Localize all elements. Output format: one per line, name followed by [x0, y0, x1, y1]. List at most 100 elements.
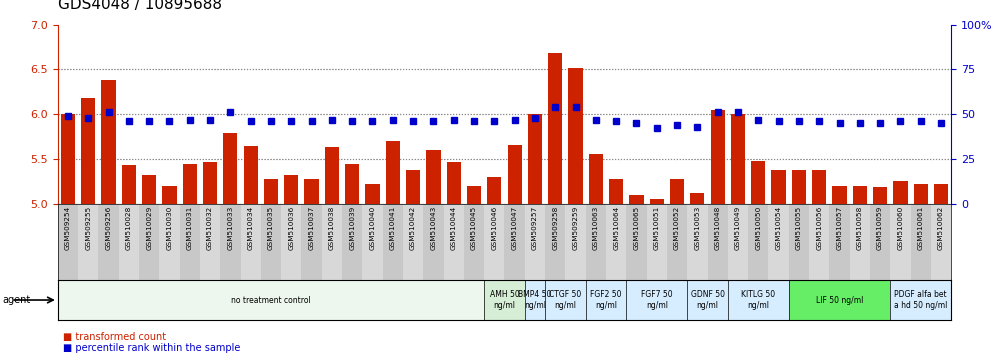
Bar — [789, 280, 890, 320]
Bar — [833, 185, 847, 204]
Text: GSM509257: GSM509257 — [532, 206, 538, 250]
Text: KITLG 50
ng/ml: KITLG 50 ng/ml — [741, 290, 775, 310]
Bar — [487, 177, 501, 204]
Bar — [606, 204, 626, 280]
Bar — [119, 204, 139, 280]
Bar — [525, 280, 545, 320]
Bar — [139, 204, 159, 280]
Bar — [443, 204, 464, 280]
Text: FGF2 50
ng/ml: FGF2 50 ng/ml — [591, 290, 622, 310]
Text: GSM510053: GSM510053 — [694, 206, 700, 250]
Bar — [890, 280, 951, 320]
Bar — [159, 204, 179, 280]
Bar — [467, 185, 481, 204]
Text: GSM510029: GSM510029 — [146, 206, 152, 250]
Bar — [931, 204, 951, 280]
Text: GSM510040: GSM510040 — [370, 206, 375, 250]
Bar — [525, 204, 545, 280]
Bar — [363, 204, 382, 280]
Text: GSM509255: GSM509255 — [86, 206, 92, 250]
Bar — [853, 185, 867, 204]
Text: LIF 50 ng/ml: LIF 50 ng/ml — [816, 296, 864, 304]
Text: ■ transformed count: ■ transformed count — [63, 332, 166, 342]
Bar — [81, 98, 96, 204]
Text: GSM510041: GSM510041 — [389, 206, 395, 250]
Bar — [870, 204, 890, 280]
Bar — [162, 185, 176, 204]
Text: GSM510033: GSM510033 — [227, 206, 233, 250]
Bar — [910, 204, 931, 280]
Bar — [484, 280, 525, 320]
Bar — [667, 204, 687, 280]
Text: GSM510060: GSM510060 — [897, 206, 903, 250]
Bar — [78, 204, 99, 280]
Bar — [464, 204, 484, 280]
Text: GSM510028: GSM510028 — [125, 206, 131, 250]
Bar — [710, 110, 725, 204]
Text: GSM510043: GSM510043 — [430, 206, 436, 250]
Text: GSM510056: GSM510056 — [816, 206, 823, 250]
Text: AMH 50
ng/ml: AMH 50 ng/ml — [490, 290, 519, 310]
Text: GSM510064: GSM510064 — [614, 206, 620, 250]
Bar — [586, 280, 626, 320]
Bar — [586, 204, 606, 280]
Bar — [382, 204, 403, 280]
Bar — [528, 114, 542, 204]
Bar — [769, 204, 789, 280]
Text: BMP4 50
ng/ml: BMP4 50 ng/ml — [518, 290, 552, 310]
Text: GSM510058: GSM510058 — [857, 206, 863, 250]
Bar — [58, 204, 78, 280]
Text: GSM510046: GSM510046 — [491, 206, 497, 250]
Bar — [281, 204, 302, 280]
Bar — [220, 204, 240, 280]
Bar — [850, 204, 870, 280]
Bar — [690, 193, 704, 204]
Text: GSM510032: GSM510032 — [207, 206, 213, 250]
Text: GSM510061: GSM510061 — [917, 206, 923, 250]
Bar — [646, 204, 667, 280]
Bar — [589, 154, 603, 204]
Text: GSM510050: GSM510050 — [755, 206, 761, 250]
Bar — [261, 204, 281, 280]
Bar — [893, 181, 907, 204]
Bar — [142, 175, 156, 204]
Text: GSM510035: GSM510035 — [268, 206, 274, 250]
Text: GDNF 50
ng/ml: GDNF 50 ng/ml — [690, 290, 724, 310]
Bar — [484, 204, 505, 280]
Text: FGF7 50
ng/ml: FGF7 50 ng/ml — [641, 290, 672, 310]
Bar — [223, 133, 237, 204]
Bar — [345, 164, 360, 204]
Bar — [200, 204, 220, 280]
Bar — [446, 162, 461, 204]
Bar — [809, 204, 830, 280]
Text: GSM509256: GSM509256 — [106, 206, 112, 250]
Text: GSM510044: GSM510044 — [451, 206, 457, 250]
Bar — [406, 170, 420, 204]
Bar — [913, 184, 928, 204]
Bar — [302, 204, 322, 280]
Bar — [403, 204, 423, 280]
Text: GSM510045: GSM510045 — [471, 206, 477, 250]
Bar — [789, 204, 809, 280]
Text: GSM509258: GSM509258 — [552, 206, 558, 250]
Bar — [626, 204, 646, 280]
Bar — [58, 280, 484, 320]
Bar — [566, 204, 586, 280]
Text: GSM509259: GSM509259 — [573, 206, 579, 250]
Text: GSM510051: GSM510051 — [653, 206, 659, 250]
Bar — [284, 175, 299, 204]
Bar — [505, 204, 525, 280]
Text: GSM510030: GSM510030 — [166, 206, 172, 250]
Text: GSM510039: GSM510039 — [350, 206, 356, 250]
Bar — [751, 161, 765, 204]
Bar — [626, 280, 687, 320]
Bar — [728, 280, 789, 320]
Text: GSM510065: GSM510065 — [633, 206, 639, 250]
Bar — [508, 145, 522, 204]
Text: PDGF alfa bet
a hd 50 ng/ml: PDGF alfa bet a hd 50 ng/ml — [894, 290, 947, 310]
Bar — [385, 141, 400, 204]
Bar — [873, 188, 887, 204]
Bar — [426, 150, 440, 204]
Bar — [423, 204, 443, 280]
Text: GSM510059: GSM510059 — [877, 206, 883, 250]
